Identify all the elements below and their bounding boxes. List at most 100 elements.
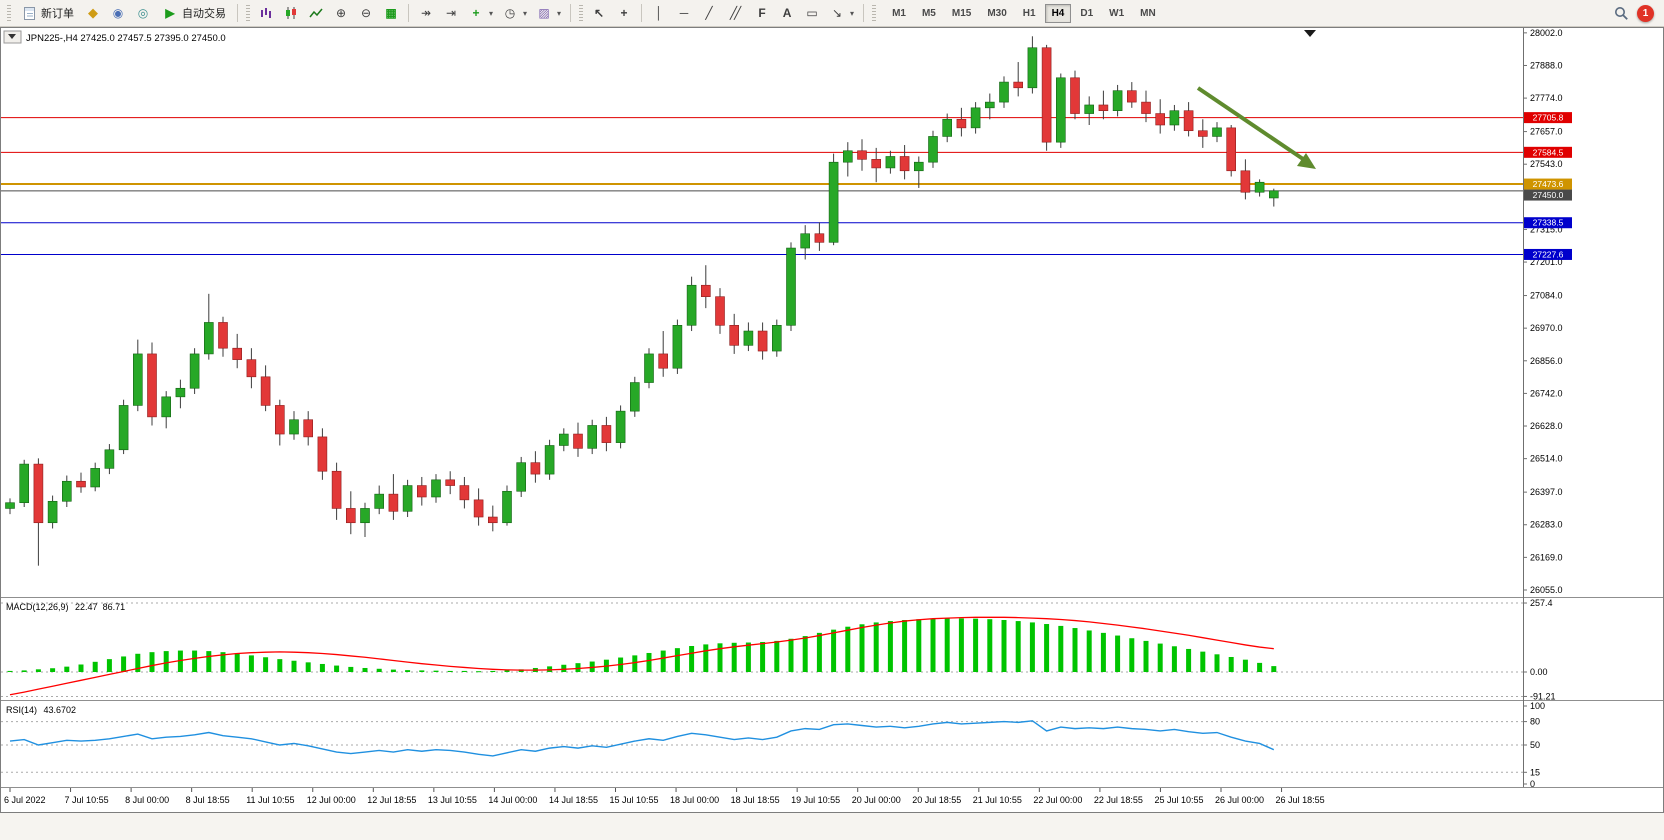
cursor-button[interactable]: ↖ xyxy=(587,2,611,24)
tf-w1[interactable]: W1 xyxy=(1102,4,1131,23)
search-icon[interactable] xyxy=(1613,5,1629,21)
toolbar-separator xyxy=(237,4,238,22)
tf-mn[interactable]: MN xyxy=(1133,4,1163,23)
price-badge-27338.5[interactable] xyxy=(1524,217,1572,229)
auto-scroll-button[interactable]: ↠ xyxy=(414,2,438,24)
macd-bar xyxy=(277,659,283,672)
tf-h4[interactable]: H4 xyxy=(1044,3,1072,23)
candlestick-chart-button[interactable] xyxy=(279,2,303,24)
time-tick-label: 18 Jul 00:00 xyxy=(670,795,719,805)
tile-windows-icon: ▦ xyxy=(385,6,397,20)
chevron-down-icon: ▾ xyxy=(523,8,528,18)
macd-bar xyxy=(1200,651,1206,672)
notification-badge[interactable]: 1 xyxy=(1637,4,1654,22)
tf-d1[interactable]: D1 xyxy=(1073,4,1100,23)
chevron-down-icon: ▾ xyxy=(850,8,855,18)
time-tick-label: 14 Jul 00:00 xyxy=(488,795,537,805)
macd-bar xyxy=(1100,632,1106,672)
price-badge-27473.6[interactable] xyxy=(1524,178,1572,190)
label-tool-icon: ▭ xyxy=(806,6,818,20)
macd-bar xyxy=(92,661,98,672)
label-tool-button[interactable]: ▭ xyxy=(800,2,824,24)
horizontal-line-button[interactable]: ─ xyxy=(672,2,696,24)
trend-arrow-head[interactable] xyxy=(1297,153,1316,169)
market-button[interactable]: ◎ xyxy=(131,2,155,24)
trend-arrow[interactable] xyxy=(1196,86,1305,161)
periods-button[interactable]: ◷ ▾ xyxy=(498,2,531,24)
channel-icon: ╱╱ xyxy=(729,6,741,20)
line-chart-button[interactable] xyxy=(304,2,328,24)
tf-m30[interactable]: M30 xyxy=(980,4,1013,23)
price-badge-27584.5[interactable] xyxy=(1524,146,1572,158)
macd-bar xyxy=(1271,666,1277,672)
macd-bar xyxy=(405,670,411,672)
macd-bar xyxy=(419,670,425,672)
channel-button[interactable]: ╱╱ xyxy=(722,2,749,24)
macd-bar xyxy=(916,619,922,672)
trendline-button[interactable]: ╱ xyxy=(697,2,721,24)
indicators-button[interactable]: + ▾ xyxy=(464,2,497,24)
text-tool-button[interactable]: A xyxy=(775,2,799,24)
chart-shift-button[interactable]: ⇥ xyxy=(439,2,463,24)
macd-bar xyxy=(1171,646,1177,672)
zoom-out-button[interactable]: ⊖ xyxy=(354,2,378,24)
svg-text:27450.0: 27450.0 xyxy=(1533,190,1564,200)
crosshair-button[interactable]: + xyxy=(612,2,636,24)
templates-button[interactable]: ▨ ▾ xyxy=(532,2,565,24)
bar-chart-button[interactable] xyxy=(254,2,278,24)
toolbar-separator xyxy=(641,4,643,22)
tf-m15[interactable]: M15 xyxy=(945,4,978,23)
macd-bar xyxy=(1044,624,1050,672)
chart-svg[interactable]: JPN225-,H4 27425.0 27457.5 27395.0 27450… xyxy=(0,27,1664,813)
macd-bar xyxy=(319,663,325,672)
price-badge-27705.8[interactable] xyxy=(1524,112,1572,124)
chevron-down-icon xyxy=(8,34,16,39)
macd-bar xyxy=(1214,654,1220,672)
macd-bar xyxy=(1001,620,1007,672)
toolbar-grip[interactable] xyxy=(246,5,250,21)
macd-bar xyxy=(973,618,979,672)
chart-shift-marker[interactable] xyxy=(1304,30,1316,37)
vertical-line-icon: │ xyxy=(655,6,663,20)
time-axis[interactable]: 6 Jul 2022 7 Jul 10:55 8 Jul 00:00 8 Jul 18… xyxy=(4,788,1325,805)
arrows-tool-button[interactable]: ↘ ▾ xyxy=(825,2,858,24)
fibonacci-button[interactable]: F xyxy=(750,2,774,24)
time-tick-label: 15 Jul 10:55 xyxy=(610,795,659,805)
community-button[interactable]: ◉ xyxy=(106,2,130,24)
zoom-in-button[interactable]: ⊕ xyxy=(329,2,353,24)
new-order-button[interactable]: 新订单 xyxy=(15,2,80,24)
metaeditor-button[interactable]: ◆ xyxy=(81,2,105,24)
zoom-in-icon: ⊕ xyxy=(335,6,347,20)
price-axis[interactable]: 28002.027888.027774.027657.027543.027429… xyxy=(1523,27,1572,789)
current-price-badge[interactable] xyxy=(1524,189,1572,201)
tf-m5[interactable]: M5 xyxy=(915,4,943,23)
macd-panel: MACD(12,26,9) 22.47 86.71 xyxy=(1,602,1523,697)
arrows-tool-icon: ↘ xyxy=(832,6,843,20)
price-tick-label: 27084.0 xyxy=(1530,291,1563,301)
macd-bar xyxy=(1115,635,1121,672)
price-tick-label: 27657.0 xyxy=(1530,127,1563,137)
autotrade-button[interactable]: ▶ 自动交易 xyxy=(156,2,232,24)
rsi-tick-label: 0 xyxy=(1530,779,1535,789)
time-tick-label: 8 Jul 00:00 xyxy=(125,795,169,805)
macd-bar xyxy=(887,621,893,672)
time-tick-label: 13 Jul 10:55 xyxy=(428,795,477,805)
toolbar-grip[interactable] xyxy=(579,5,584,21)
indicators-add-icon: + xyxy=(472,6,480,20)
toolbar-grip[interactable] xyxy=(872,5,877,21)
macd-bar xyxy=(873,622,879,672)
price-badge-27227.6[interactable] xyxy=(1524,248,1572,260)
tf-m1[interactable]: M1 xyxy=(885,4,913,23)
macd-bar xyxy=(1157,643,1163,672)
price-tick-label: 26055.0 xyxy=(1530,585,1563,595)
macd-bar xyxy=(717,643,723,672)
toolbar-grip[interactable] xyxy=(7,5,11,21)
tf-h1[interactable]: H1 xyxy=(1016,4,1043,23)
vertical-line-button[interactable]: │ xyxy=(647,2,671,24)
chart-canvas xyxy=(0,27,1664,813)
svg-text:27584.5: 27584.5 xyxy=(1533,147,1564,157)
tile-windows-button[interactable]: ▦ xyxy=(379,2,403,24)
macd-bar xyxy=(1015,621,1021,672)
time-tick-label: 11 Jul 10:55 xyxy=(246,795,294,805)
macd-tick-label: 257.4 xyxy=(1530,598,1553,608)
